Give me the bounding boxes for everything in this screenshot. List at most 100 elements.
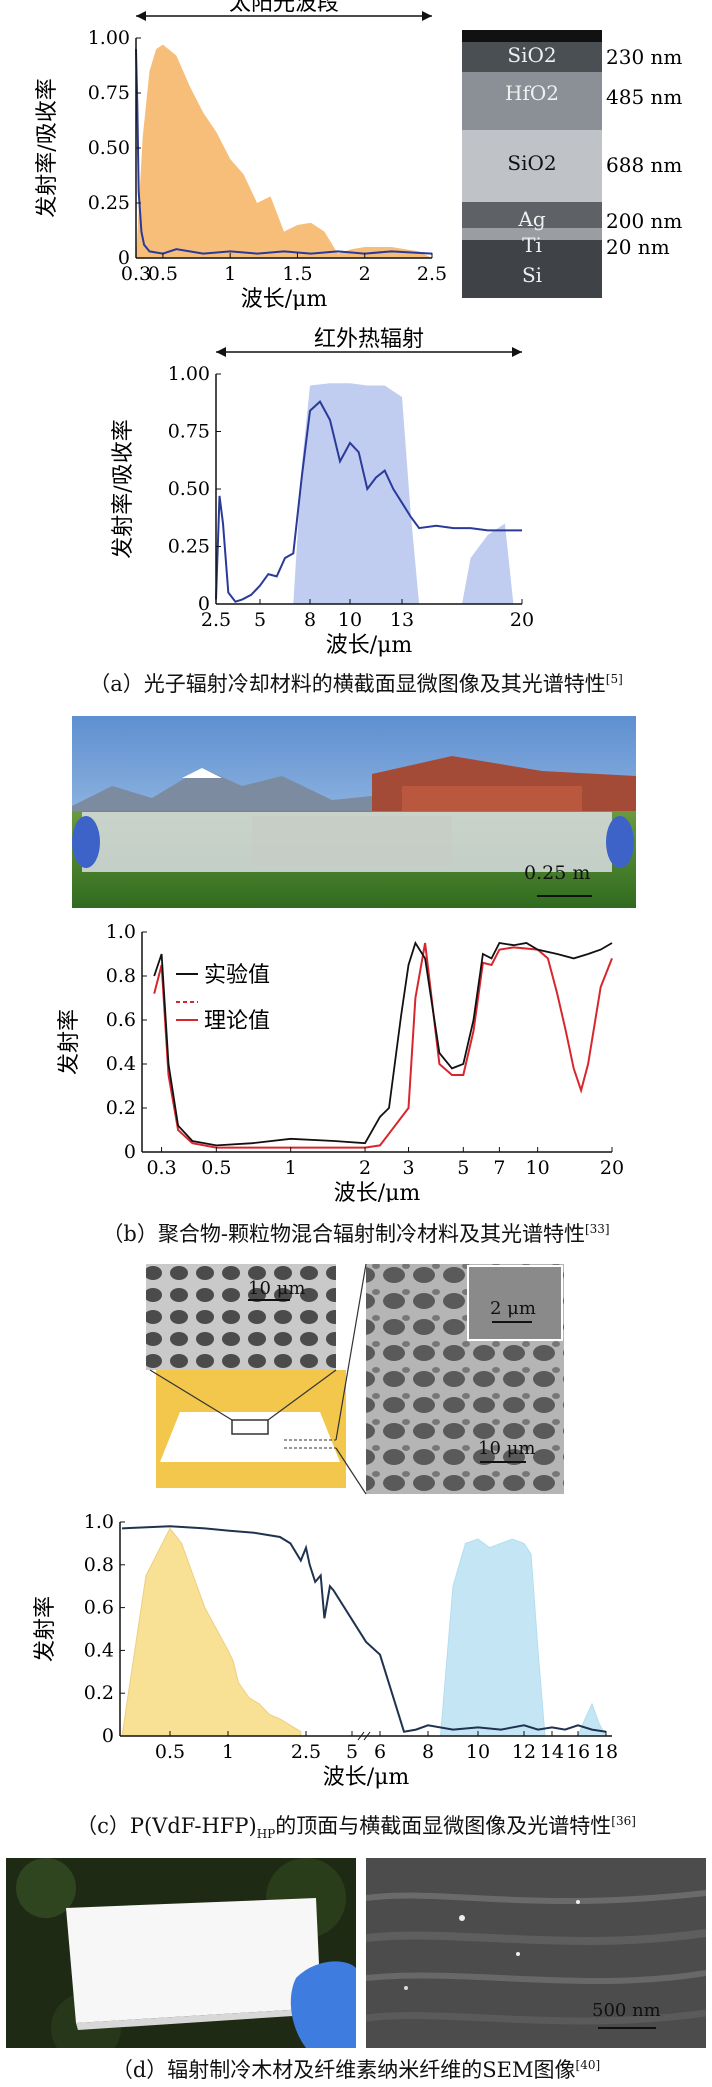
band-arrow-right: [422, 11, 432, 21]
caption-d: （d）辐射制冷木材及纤维素纳米纤维的SEM图像[40]: [111, 2058, 601, 2082]
x-tick-label: 7: [493, 1157, 505, 1179]
x-axis-label: 波长/μm: [334, 1181, 421, 1202]
y-tick-label: 1.0: [106, 921, 136, 943]
y-tick-label: 0.4: [84, 1639, 114, 1661]
experiment-line: [153, 940, 613, 1147]
caption-b: （b）聚合物-颗粒物混合辐射制冷材料及其光谱特性[33]: [102, 1222, 610, 1246]
solar-spectrum-fill: [121, 1527, 302, 1737]
emissivity-line: [215, 399, 522, 603]
x-tick-label: 1: [224, 263, 236, 285]
ir-spectrum-fill: [293, 383, 514, 604]
x-tick-label: 0.5: [155, 1741, 185, 1763]
x-tick-label: 0.5: [201, 1157, 231, 1179]
layer-thickness: 230 nm: [606, 45, 682, 69]
chart-a2: 2.5 5 8 10 13 20 0 0.25 0.50 0.75 1.00 波长/μm 发射率/吸收率…: [111, 327, 534, 658]
x-tick-label: 2: [359, 263, 371, 285]
x-tick-label: 18: [594, 1741, 618, 1763]
x-tick-label: 3: [402, 1157, 414, 1179]
x-tick-label: 1: [222, 1741, 234, 1763]
sem-micrographs: 10 μm 2 μm 10 μm: [140, 1262, 570, 1498]
x-tick-label: 8: [304, 609, 316, 631]
band-label: 太阳光波段: [229, 0, 339, 16]
y-tick-label: 0: [102, 1725, 114, 1747]
x-tick-label: 0.3: [121, 263, 151, 285]
layer-thickness: 20 nm: [606, 235, 670, 259]
y-tick-label: 1.0: [84, 1511, 114, 1533]
band-arrow-left: [136, 11, 146, 21]
chart-b: 0.3 0.5 1 2 3 5 7 10 20 0 0.2 0.4 0.6 0.8 1.0 波长/μm 发射率 实…: [57, 921, 624, 1202]
y-axis-label: 发射率/吸收率: [111, 419, 136, 558]
y-tick-label: 0: [118, 247, 130, 269]
layer-stack-image: [462, 30, 602, 298]
x-axis-label: 波长/μm: [241, 287, 328, 310]
x-tick-label: 2.5: [417, 263, 447, 285]
x-tick-label: 2.5: [291, 1741, 321, 1763]
x-tick-label: 10: [526, 1157, 550, 1179]
y-axis-label: 发射率: [33, 1596, 58, 1662]
y-axis-label: 发射率: [57, 1009, 82, 1075]
x-tick-label: 14: [540, 1741, 564, 1763]
layer-material: Si: [522, 263, 542, 287]
x-tick-label: 6: [374, 1741, 386, 1763]
x-tick-label: 16: [566, 1741, 590, 1763]
y-tick-label: 0.25: [88, 192, 130, 214]
solar-spectrum-fill: [136, 44, 432, 258]
scalebar-label-c-top: 10 μm: [248, 1278, 306, 1299]
y-tick-label: 0.8: [106, 965, 136, 987]
y-tick-label: 0.2: [106, 1097, 136, 1119]
layer-material: SiO2: [507, 151, 556, 175]
y-tick-label: 0.4: [106, 1053, 136, 1075]
y-tick-label: 0.75: [88, 82, 130, 104]
y-tick-label: 0.75: [168, 421, 210, 443]
x-axis-label: 波长/μm: [326, 633, 413, 658]
y-tick-label: 0.6: [106, 1009, 136, 1031]
x-tick-label: 12: [512, 1741, 536, 1763]
scalebar-label-c-cross: 10 μm: [478, 1438, 536, 1459]
mountain-film-photo: 0.25 m: [72, 716, 636, 908]
y-tick-label: 0: [198, 593, 210, 615]
y-tick-label: 0.50: [88, 137, 130, 159]
y-tick-label: 0.50: [168, 478, 210, 500]
layer-thickness: 485 nm: [606, 85, 682, 109]
band-label: 红外热辐射: [314, 327, 424, 352]
x-tick-label: 5: [254, 609, 266, 631]
y-tick-label: 1.00: [168, 363, 210, 385]
layer-material: HfO2: [505, 81, 559, 105]
x-tick-label: 1.5: [282, 263, 312, 285]
x-tick-label: 10: [466, 1741, 490, 1763]
caption-c: （c）P(VdF-HFP)HP的顶面与横截面显微图像及光谱特性[36]: [76, 1814, 636, 1842]
y-tick-label: 0.8: [84, 1554, 114, 1576]
cellulose-sem-image: 500 nm: [366, 1858, 706, 2048]
layer-material: SiO2: [507, 43, 556, 67]
wood-photo: [6, 1858, 356, 2048]
layer-thickness: 200 nm: [606, 209, 682, 233]
x-tick-label: 5: [346, 1741, 358, 1763]
y-tick-label: 0.2: [84, 1682, 114, 1704]
scalebar-label-d: 500 nm: [592, 2000, 661, 2021]
scalebar-label-c-inset: 2 μm: [490, 1298, 536, 1319]
y-tick-label: 0.6: [84, 1597, 114, 1619]
x-tick-label: 1: [285, 1157, 297, 1179]
chart-c: 0.5 1 2.5 5 6 8 10 12 14 16 18 0 0.2 0.4 0.6 0.8 1.0 波长/μ…: [33, 1511, 618, 1790]
x-tick-label: 0.5: [148, 263, 178, 285]
chart-a1: 0.30.5 1 1.5 2 2.5 0 0.25 0.50 0.75 1.00 波长/μm 发射率/…: [35, 0, 682, 310]
y-tick-label: 0.25: [168, 536, 210, 558]
scalebar-label-b: 0.25 m: [524, 862, 591, 884]
x-tick-label: 2.5: [201, 609, 231, 631]
band-arrow-right: [512, 347, 522, 357]
x-tick-label: 8: [422, 1741, 434, 1763]
layer-material: Ag: [517, 207, 545, 231]
caption-a: （a）光子辐射冷却材料的横截面显微图像及其光谱特性[5]: [89, 672, 623, 696]
x-tick-label: 20: [600, 1157, 624, 1179]
x-tick-label: 5: [457, 1157, 469, 1179]
x-tick-label: 13: [390, 609, 414, 631]
ir-spectrum-fill: [439, 1538, 607, 1737]
band-arrow-left: [216, 347, 226, 357]
x-tick-label: 10: [338, 609, 362, 631]
legend-label-experiment: 实验值: [204, 963, 270, 988]
axis-break-mark: [363, 1731, 371, 1741]
emissivity-line: [121, 1525, 607, 1733]
absorptance-line: [135, 48, 433, 255]
axis-break-mark: [357, 1731, 365, 1741]
x-tick-label: 2: [359, 1157, 371, 1179]
